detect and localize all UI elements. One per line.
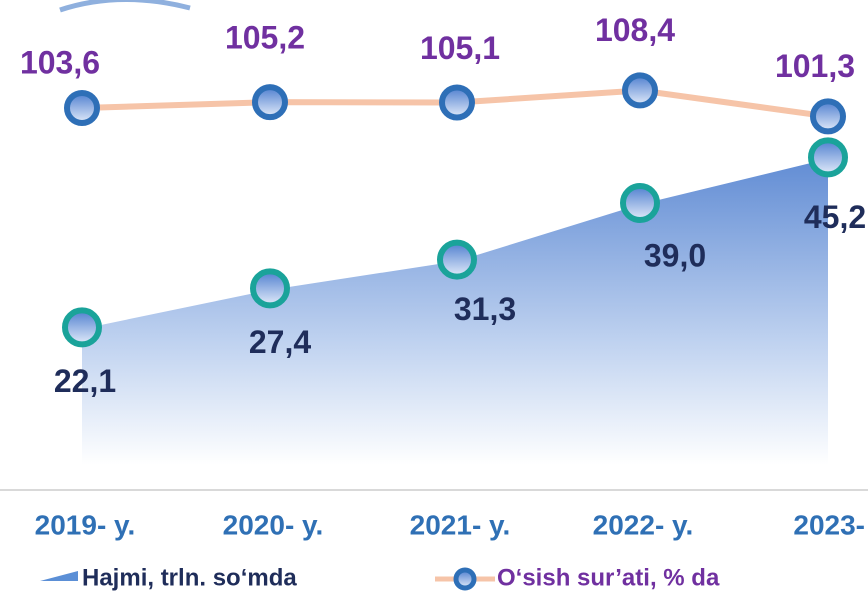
area-marker — [250, 268, 290, 309]
area-marker — [808, 137, 848, 178]
line-value-label: 105,1 — [420, 30, 500, 66]
area-value-label: 39,0 — [644, 237, 706, 273]
line-marker — [64, 90, 100, 126]
line-marker — [810, 98, 846, 135]
x-tick-label: 2021- y. — [410, 509, 511, 540]
line-marker — [439, 84, 475, 121]
area-value-label: 27,4 — [249, 324, 311, 360]
legend-swatch-area — [40, 571, 78, 581]
x-tick-label: 2022- y. — [593, 509, 694, 540]
line-marker — [622, 72, 658, 109]
legend-label: Hajmi, trln. so‘mda — [82, 564, 297, 591]
legend-label: O‘sish sur’ati, % da — [497, 564, 720, 591]
x-tick-label: 2019- y. — [35, 509, 136, 540]
area-value-label: 45,2 — [804, 199, 866, 235]
area-marker — [620, 182, 660, 223]
area-marker — [437, 239, 477, 280]
x-tick-label: 2020- y. — [223, 509, 324, 540]
area-marker — [62, 307, 102, 348]
x-tick-label: 2023- — [793, 509, 865, 540]
area-value-label: 31,3 — [454, 291, 516, 327]
decoration — [59, 0, 191, 13]
area-value-label: 22,1 — [54, 363, 116, 399]
line-value-label: 108,4 — [595, 12, 675, 48]
legend-swatch-marker — [453, 567, 477, 591]
line-value-label: 103,6 — [20, 44, 100, 80]
area — [82, 157, 828, 465]
line-value-label: 105,2 — [225, 20, 305, 56]
line-value-label: 101,3 — [775, 48, 855, 84]
line-marker — [252, 84, 288, 121]
